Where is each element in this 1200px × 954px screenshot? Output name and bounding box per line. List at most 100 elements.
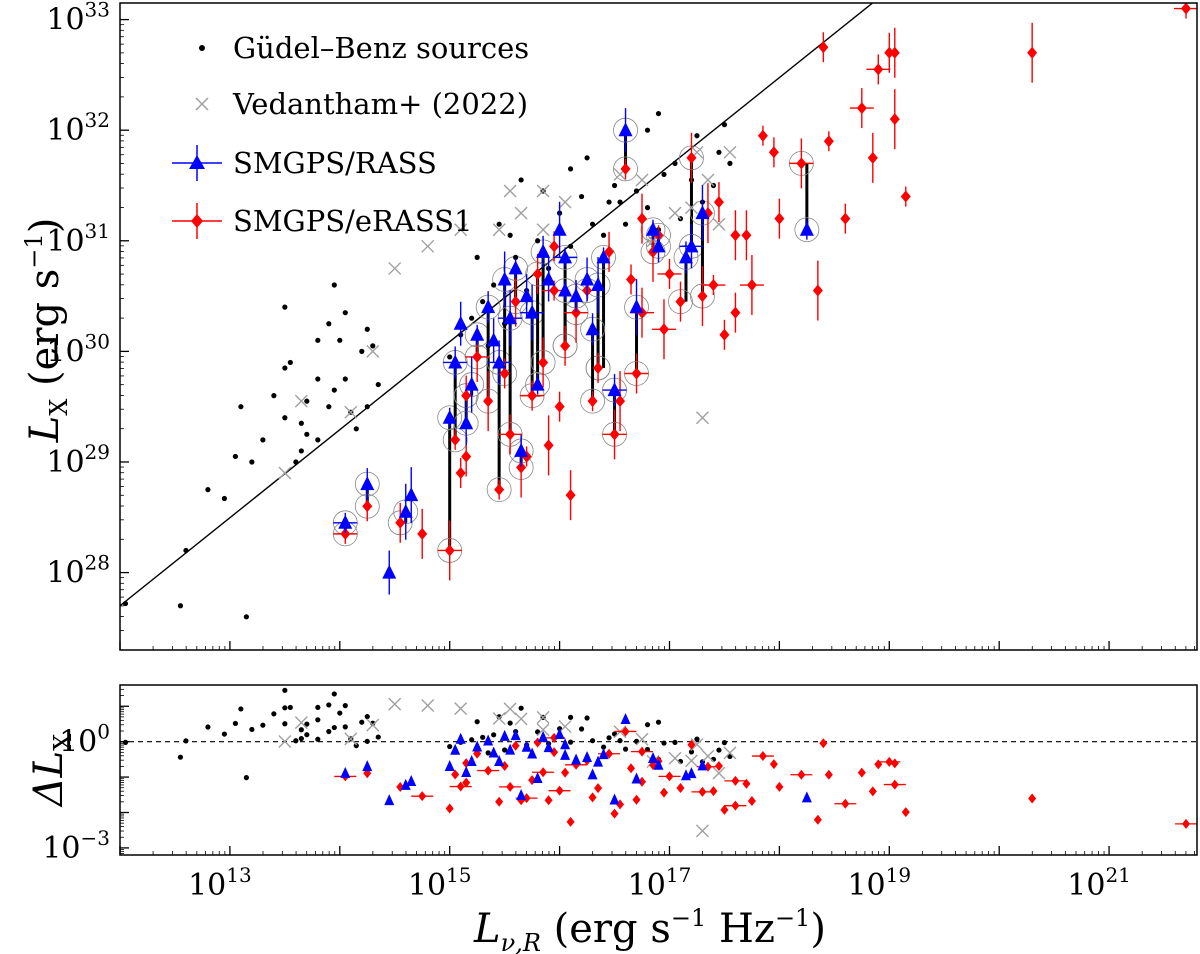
point-smgps-erass1 <box>510 295 521 308</box>
point-gudel-benz <box>205 487 211 493</box>
point-gudel-benz <box>611 182 618 189</box>
x-tick-label: 1019 <box>847 863 911 903</box>
point-gudel-benz <box>342 376 348 382</box>
point-gudel-benz <box>232 453 238 460</box>
residual-point-smgps-erass1 <box>594 783 603 794</box>
point-smgps-erass1 <box>796 157 807 170</box>
point-smgps-erass1 <box>461 389 472 402</box>
residual-point-gudel-benz <box>337 710 343 716</box>
point-vedantham <box>701 173 715 187</box>
point-smgps-erass1 <box>658 323 669 336</box>
residual-point-vedantham <box>536 710 550 724</box>
point-gudel-benz <box>298 448 304 454</box>
point-gudel-benz <box>474 254 480 260</box>
residual-point-smgps-rass <box>680 769 691 781</box>
residual-point-gudel-benz <box>282 687 288 693</box>
residual-point-smgps-erass1 <box>1182 818 1191 829</box>
residual-point-vedantham <box>388 697 402 711</box>
point-gudel-benz <box>622 221 629 227</box>
point-vedantham <box>536 223 550 237</box>
point-gudel-benz <box>315 337 321 343</box>
residual-point-smgps-erass1 <box>731 775 740 786</box>
point-smgps-erass1 <box>516 461 527 474</box>
point-gudel-benz <box>606 199 612 205</box>
point-smgps-erass1 <box>571 306 582 319</box>
residual-point-smgps-erass1 <box>901 807 910 818</box>
residual-point-smgps-rass <box>494 755 505 767</box>
point-smgps-erass1 <box>889 113 900 126</box>
residual-x-axis: 1013 1015 1017 1019 1021 <box>119 846 1195 903</box>
residual-plot-area <box>120 687 1197 838</box>
point-gudel-benz <box>359 348 365 354</box>
point-vedantham <box>536 184 550 198</box>
x-tick-label: 1017 <box>628 863 692 903</box>
residual-point-smgps-erass1 <box>687 739 696 750</box>
residual-point-smgps-erass1 <box>874 759 883 770</box>
residual-point-smgps-erass1 <box>544 795 553 806</box>
residual-point-smgps-rass <box>510 729 521 741</box>
legend-entry-vedantham: Vedantham+ (2022) <box>195 87 528 121</box>
point-gudel-benz <box>364 404 370 410</box>
residual-point-smgps-erass1 <box>813 814 822 825</box>
residual-point-gudel-benz <box>507 720 513 726</box>
point-gudel-benz <box>364 326 370 332</box>
point-smgps-rass <box>569 288 584 303</box>
y-tick-label: 1032 <box>46 108 110 148</box>
residual-point-smgps-erass1 <box>824 769 833 780</box>
y-tick-label: 1028 <box>46 551 110 591</box>
point-vedantham <box>503 184 517 198</box>
residual-point-gudel-benz <box>221 731 228 737</box>
point-smgps-rass <box>503 310 518 325</box>
point-smgps-erass1 <box>856 102 867 115</box>
point-smgps-erass1 <box>664 267 675 280</box>
residual-point-vedantham <box>344 732 358 746</box>
point-smgps-erass1 <box>686 151 697 164</box>
point-gudel-benz <box>271 393 277 399</box>
point-gudel-benz <box>326 321 332 327</box>
point-gudel-benz <box>513 254 519 260</box>
residual-point-gudel-benz <box>721 740 728 746</box>
residual-point-gudel-benz <box>491 732 497 738</box>
residual-point-smgps-rass <box>532 771 543 783</box>
point-smgps-rass <box>448 354 463 369</box>
point-gudel-benz <box>567 243 574 249</box>
point-smgps-erass1 <box>774 212 785 225</box>
point-smgps-rass <box>525 304 540 319</box>
point-smgps-erass1 <box>565 489 576 502</box>
point-smgps-erass1 <box>417 527 428 540</box>
residual-point-gudel-benz <box>480 734 486 740</box>
point-gudel-benz <box>282 415 288 421</box>
residual-point-gudel-benz <box>364 713 370 720</box>
residual-point-smgps-erass1 <box>610 808 619 819</box>
main-y-axis: 1028 1029 1030 1031 1032 1033 <box>46 0 129 651</box>
point-smgps-rass <box>596 249 611 264</box>
residual-point-smgps-rass <box>593 755 604 767</box>
residual-point-smgps-erass1 <box>555 785 564 796</box>
point-gudel-benz <box>644 205 651 211</box>
point-smgps-rass <box>580 271 595 286</box>
point-smgps-erass1 <box>604 245 615 258</box>
point-smgps-erass1 <box>889 46 900 59</box>
point-smgps-rass <box>382 564 397 579</box>
residual-point-gudel-benz <box>183 738 189 744</box>
residual-point-smgps-rass <box>697 759 708 771</box>
residual-point-smgps-erass1 <box>418 791 427 802</box>
point-smgps-erass1 <box>620 162 631 175</box>
point-smgps-erass1 <box>873 63 884 76</box>
point-smgps-erass1 <box>626 273 637 286</box>
residual-point-smgps-erass1 <box>747 796 756 807</box>
residual-point-vedantham <box>294 716 308 730</box>
point-vedantham <box>558 195 572 209</box>
residual-point-smgps-rass <box>582 750 593 762</box>
point-smgps-rass <box>519 288 534 303</box>
residual-point-gudel-benz <box>331 691 337 697</box>
residual-point-gudel-benz <box>315 736 321 742</box>
point-smgps-erass1 <box>746 279 757 292</box>
residual-point-smgps-erass1 <box>676 783 685 794</box>
legend-marker-dot <box>199 45 205 51</box>
point-gudel-benz <box>518 177 524 183</box>
residual-point-gudel-benz <box>584 715 590 721</box>
point-vedantham <box>454 223 468 237</box>
point-gudel-benz <box>315 376 321 382</box>
point-gudel-benz <box>293 459 299 465</box>
